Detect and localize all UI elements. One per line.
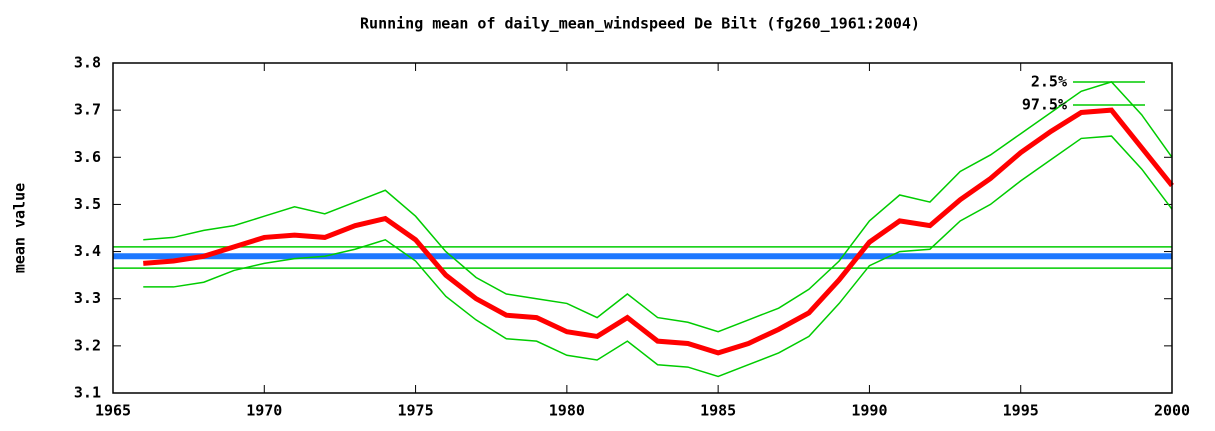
series-line <box>143 80 1173 333</box>
x-tick-label: 1970 <box>246 402 282 420</box>
y-tick-label: 3.2 <box>74 336 101 354</box>
x-tick-label: 1990 <box>851 402 887 420</box>
series-line <box>143 135 1173 378</box>
y-tick-label: 3.6 <box>74 148 101 166</box>
series-line <box>143 107 1174 356</box>
y-tick-label: 3.4 <box>74 242 101 260</box>
y-tick-label: 3.7 <box>74 101 101 119</box>
y-tick-label: 3.5 <box>74 195 101 213</box>
y-tick-label: 3.3 <box>74 289 101 307</box>
x-tick-label: 1980 <box>549 402 585 420</box>
legend-label: 97.5% <box>1022 96 1067 114</box>
chart-title: Running mean of daily_mean_windspeed De … <box>360 15 920 33</box>
x-tick-label: 1965 <box>95 402 131 420</box>
legend-label: 2.5% <box>1031 73 1067 91</box>
x-tick-label: 1995 <box>1003 402 1039 420</box>
y-axis-label: mean value <box>11 183 29 273</box>
y-tick-label: 3.1 <box>74 384 101 402</box>
plot-frame <box>112 62 1173 394</box>
x-tick-label: 1975 <box>398 402 434 420</box>
x-tick-label: 2000 <box>1154 402 1190 420</box>
x-tick-label: 1985 <box>700 402 736 420</box>
y-tick-label: 3.8 <box>74 54 101 72</box>
